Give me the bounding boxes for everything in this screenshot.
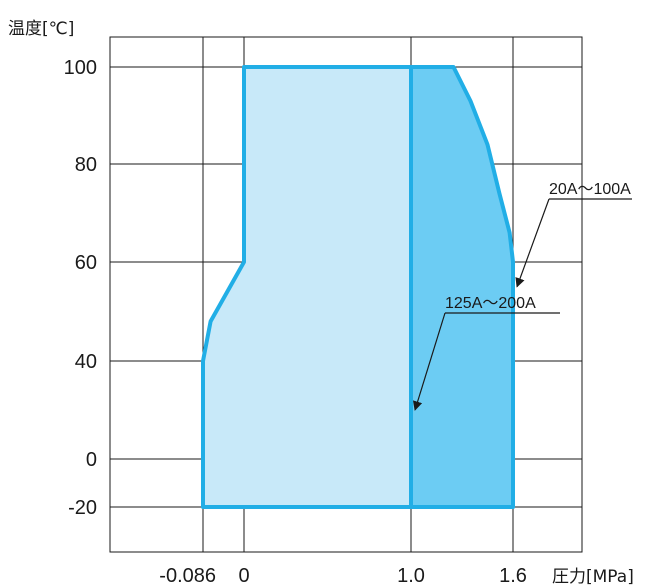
x-tick-label: 1.6 [499,565,527,586]
y-tick-label: 40 [75,351,97,373]
x-tick-label: 0 [238,565,249,586]
region-low-pressure [201,65,413,509]
tick-labels: -20 0 40 60 80 100 -0.086 0 1.0 1.6 [64,57,527,586]
x-axis-title: 圧力[MPa] [552,567,634,586]
annotation-arrow [515,198,550,288]
y-tick-label: 80 [75,154,97,176]
area-fills [201,65,515,509]
y-tick-label: 0 [86,449,97,471]
x-tick-label: 1.0 [397,565,425,586]
y-tick-label: 60 [75,252,97,274]
y-tick-label: -20 [68,497,97,519]
annotation-arrow [412,312,446,411]
annotations: 20A～100A 125A～200A [412,181,632,411]
y-tick-label: 100 [64,57,97,79]
x-tick-label: -0.086 [159,565,216,586]
y-axis-title: 温度[℃] [8,19,74,39]
plot-frame [109,36,583,553]
annotation-label: 125A～200A [445,295,536,312]
annotation-label: 20A～100A [549,181,631,198]
region-high-pressure [409,65,515,509]
